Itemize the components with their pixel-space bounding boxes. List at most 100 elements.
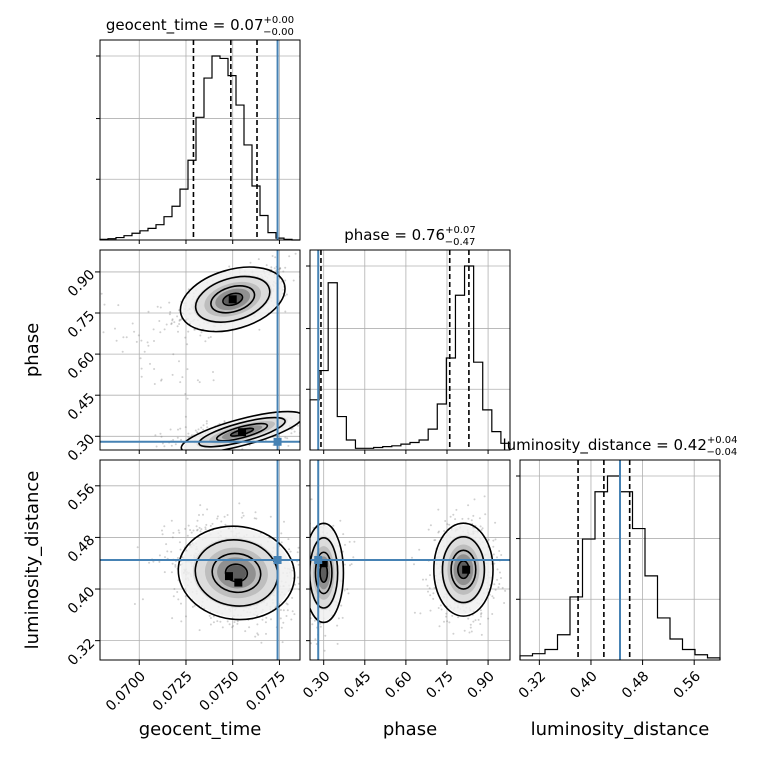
- sample-point: [481, 527, 484, 530]
- sample-point: [443, 530, 446, 532]
- contour: [180, 410, 300, 450]
- sample-point: [346, 588, 349, 591]
- sample-point: [232, 625, 235, 627]
- sample-point: [297, 546, 300, 549]
- sample-point: [194, 429, 197, 432]
- sample-point: [288, 255, 291, 258]
- sample-point: [500, 554, 503, 556]
- sample-point: [349, 564, 351, 567]
- sample-point: [429, 574, 431, 577]
- sample-point: [444, 520, 447, 522]
- sample-point: [189, 529, 192, 531]
- panel-background: [310, 250, 510, 450]
- sample-point: [135, 340, 138, 343]
- sample-point: [477, 618, 480, 621]
- y-axis-luminosity_distance: 0.32 0.40 0.48 0.56: [65, 481, 100, 669]
- sample-point: [253, 517, 256, 520]
- sample-point: [261, 618, 264, 621]
- sample-point: [170, 444, 173, 447]
- sample-point: [265, 632, 267, 635]
- density-peak: [319, 559, 328, 568]
- sample-point: [448, 621, 451, 624]
- sample-point: [493, 562, 496, 565]
- sample-point: [448, 523, 451, 526]
- sample-point: [163, 328, 166, 331]
- sample-point: [131, 322, 134, 325]
- sample-point: [169, 311, 172, 313]
- sample-point: [501, 586, 504, 589]
- sample-point: [133, 330, 136, 333]
- sample-point: [219, 620, 222, 623]
- sample-point: [285, 615, 288, 617]
- sample-point: [307, 420, 309, 422]
- sample-point: [178, 541, 181, 544]
- sample-point: [347, 592, 350, 595]
- density-peak: [238, 428, 247, 437]
- x-tick-label: 0.0700: [103, 668, 149, 714]
- sample-point: [284, 436, 287, 439]
- sample-point: [169, 428, 172, 431]
- title-phase: phase = 0.76+0.07 −0.47: [344, 225, 475, 248]
- sample-point: [304, 594, 306, 596]
- sample-point: [425, 578, 428, 581]
- sample-point: [279, 609, 282, 611]
- sample-point: [168, 301, 171, 304]
- sample-point: [432, 592, 435, 595]
- sample-point: [284, 310, 287, 313]
- sample-point: [413, 563, 415, 566]
- sample-point: [429, 609, 432, 612]
- sample-point: [140, 367, 143, 370]
- sample-point: [496, 556, 498, 559]
- sample-point: [480, 528, 483, 531]
- sample-point: [198, 526, 201, 529]
- sample-point: [87, 336, 89, 338]
- sample-point: [196, 519, 199, 522]
- sample-point: [160, 435, 163, 438]
- sample-point: [432, 597, 435, 600]
- sample-point: [200, 426, 203, 429]
- sample-point: [184, 595, 187, 598]
- sample-point: [187, 524, 190, 527]
- contour: [310, 537, 339, 609]
- x-tick-label: 0.0725: [150, 668, 196, 714]
- sample-point: [493, 583, 496, 586]
- sample-point: [187, 330, 190, 333]
- sample-point: [160, 378, 163, 381]
- panel-hist-luminosity_distance: luminosity_distance = 0.42+0.04 −0.04: [502, 435, 738, 661]
- sample-point: [180, 620, 183, 623]
- sample-point: [302, 600, 304, 602]
- sample-point: [282, 270, 285, 273]
- sample-point: [303, 556, 305, 558]
- sample-point: [163, 571, 166, 574]
- x-axis-luminosity_distance: 0.32 0.40 0.48 0.56: [516, 660, 704, 702]
- sample-point: [427, 528, 430, 531]
- sample-point: [304, 618, 306, 620]
- sample-point: [205, 523, 208, 526]
- sample-point: [434, 539, 437, 541]
- sample-point: [467, 504, 470, 507]
- sample-point: [140, 339, 143, 342]
- sample-point: [293, 613, 296, 616]
- sample-point: [494, 588, 497, 591]
- sample-point: [308, 567, 310, 569]
- sample-point: [115, 339, 118, 342]
- sample-point: [170, 322, 173, 325]
- panel-content: [302, 460, 510, 660]
- sample-point: [171, 562, 174, 565]
- sample-point: [306, 612, 308, 614]
- sample-point: [470, 630, 473, 633]
- sample-point: [166, 550, 169, 553]
- sample-point: [160, 379, 163, 382]
- sample-point: [478, 517, 481, 520]
- sample-point: [190, 531, 193, 534]
- sample-point: [291, 610, 294, 613]
- sample-point: [173, 321, 176, 324]
- x-tick-label: 0.40: [567, 668, 600, 701]
- sample-point: [497, 586, 500, 589]
- sample-point: [498, 550, 501, 552]
- sample-point: [487, 617, 490, 620]
- sample-point: [200, 528, 203, 531]
- sample-point: [136, 546, 139, 549]
- sample-point: [494, 538, 497, 541]
- sample-point: [492, 553, 495, 556]
